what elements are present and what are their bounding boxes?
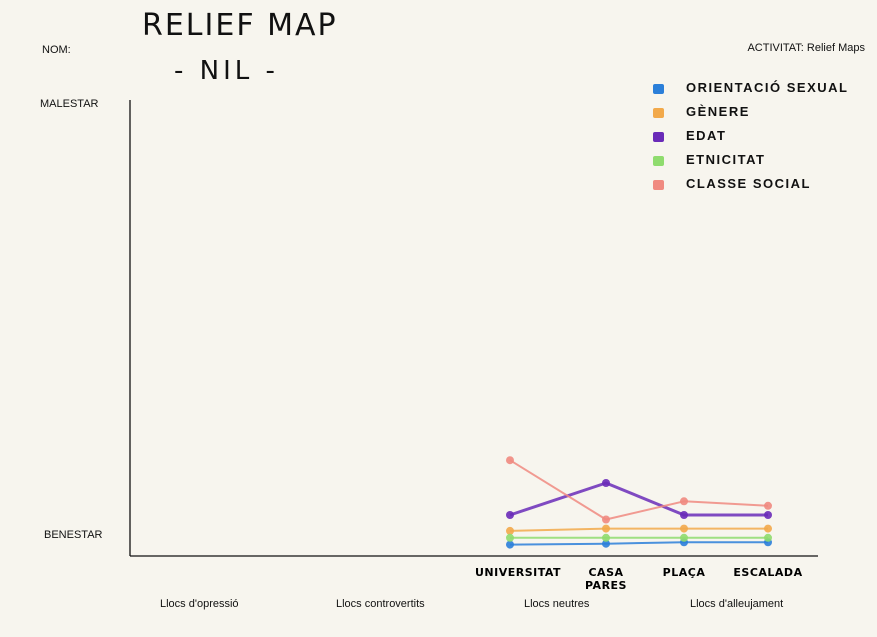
legend-label: GÈNERE [686, 104, 750, 119]
zone-label-oppression: Llocs d'opressió [160, 598, 239, 610]
legend-swatch [653, 108, 664, 118]
chart-title: RELIEF MAP [142, 8, 338, 43]
legend-swatch [653, 84, 664, 94]
data-point [680, 511, 688, 519]
x-tick-label: ESCALADA [733, 566, 802, 579]
data-point [764, 501, 772, 510]
chart-legend: ORIENTACIÓ SEXUAL GÈNERE EDAT ETNICITAT … [650, 78, 870, 198]
legend-label: CLASSE SOCIAL [686, 176, 811, 191]
legend-swatch [653, 132, 664, 142]
y-axis-top-label: MALESTAR [40, 98, 99, 110]
legend-item: ETNICITAT [650, 150, 870, 174]
name-label: NOM: [42, 44, 71, 56]
legend-swatch [653, 180, 664, 190]
data-point [602, 479, 610, 487]
series-line [509, 481, 768, 517]
x-tick-label: PLAÇA [663, 566, 706, 579]
zone-label-relief: Llocs d'alleujament [690, 598, 784, 610]
legend-item: ORIENTACIÓ SEXUAL [650, 78, 870, 102]
legend-item: CLASSE SOCIAL [650, 174, 870, 198]
category-labels: UNIVERSITAT CASA PARES PLAÇA ESCALADA [475, 566, 802, 592]
zone-label-controversial: Llocs controvertits [336, 598, 425, 610]
legend-item: EDAT [650, 126, 870, 150]
data-point [602, 533, 610, 542]
student-name: - NIL - [174, 56, 279, 86]
data-point [602, 524, 610, 533]
data-point [764, 533, 772, 542]
legend-label: ORIENTACIÓ SEXUAL [686, 80, 849, 95]
activity-label: ACTIVITAT: Relief Maps [747, 42, 865, 54]
series-g-nere [506, 524, 772, 535]
data-point [506, 456, 514, 465]
data-point [602, 515, 610, 524]
data-point [506, 511, 514, 519]
zone-label-neutral: Llocs neutres [524, 598, 590, 610]
data-point [680, 524, 688, 533]
data-point [506, 533, 514, 542]
series-classe-social [506, 456, 772, 524]
data-point [506, 540, 514, 549]
y-axis-bottom-label: BENESTAR [44, 529, 103, 541]
data-point [764, 511, 772, 519]
legend-swatch [653, 156, 664, 166]
x-tick-label: CASA PARES [585, 566, 627, 592]
legend-label: ETNICITAT [686, 152, 766, 167]
data-point [602, 539, 610, 548]
data-point [764, 524, 772, 533]
series-line [509, 527, 768, 532]
series-line [509, 459, 769, 521]
data-point [680, 497, 688, 506]
series-layer [506, 456, 772, 549]
series-edat [506, 479, 772, 519]
legend-item: GÈNERE [650, 102, 870, 126]
series-etnicitat [506, 533, 772, 542]
legend-label: EDAT [686, 128, 727, 143]
data-point [506, 526, 514, 535]
series-line [509, 541, 768, 546]
series-orientaci-sexual [506, 538, 772, 549]
x-tick-label: UNIVERSITAT [475, 566, 561, 579]
data-point [680, 533, 688, 542]
